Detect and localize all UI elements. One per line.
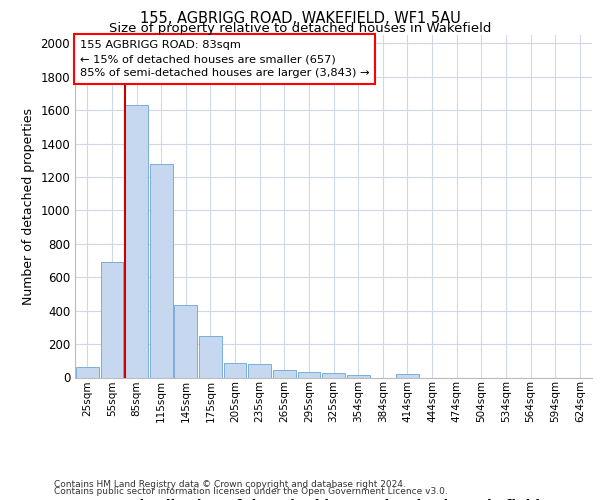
Bar: [347, 375, 370, 378]
Bar: [298, 372, 320, 378]
Bar: [322, 374, 345, 378]
Text: Contains HM Land Registry data © Crown copyright and database right 2024.: Contains HM Land Registry data © Crown c…: [54, 480, 406, 489]
Bar: [76, 366, 98, 378]
Bar: [199, 336, 222, 378]
Y-axis label: Number of detached properties: Number of detached properties: [22, 108, 35, 304]
Text: 155 AGBRIGG ROAD: 83sqm
← 15% of detached houses are smaller (657)
85% of semi-d: 155 AGBRIGG ROAD: 83sqm ← 15% of detache…: [80, 40, 370, 78]
Bar: [273, 370, 296, 378]
Bar: [248, 364, 271, 378]
Text: Contains public sector information licensed under the Open Government Licence v3: Contains public sector information licen…: [54, 487, 448, 496]
Text: 155, AGBRIGG ROAD, WAKEFIELD, WF1 5AU: 155, AGBRIGG ROAD, WAKEFIELD, WF1 5AU: [140, 11, 460, 26]
Bar: [175, 305, 197, 378]
Bar: [396, 374, 419, 378]
Text: Size of property relative to detached houses in Wakefield: Size of property relative to detached ho…: [109, 22, 491, 35]
Bar: [150, 164, 173, 378]
Bar: [125, 105, 148, 378]
Bar: [224, 364, 247, 378]
Bar: [101, 262, 123, 378]
X-axis label: Distribution of detached houses by size in Wakefield: Distribution of detached houses by size …: [128, 499, 539, 500]
